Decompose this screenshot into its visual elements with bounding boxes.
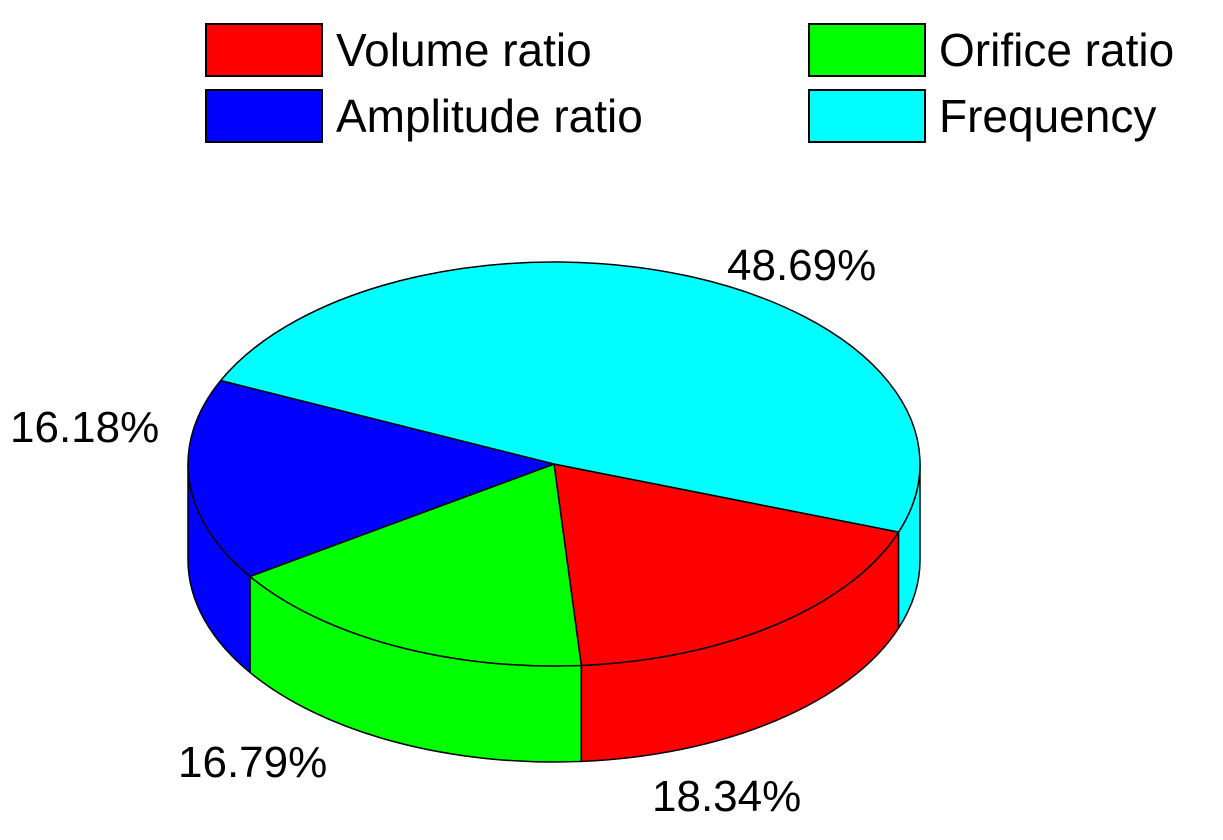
data-label-frequency: 48.69% (727, 241, 876, 290)
legend-label-volume-ratio: Volume ratio (336, 24, 592, 76)
pie-slice-volume-ratio (553, 463, 900, 667)
pie-slice-amplitude-ratio (187, 379, 555, 578)
legend-swatch-frequency (808, 89, 926, 143)
data-label-orifice-ratio: 16.79% (178, 738, 327, 787)
data-labels: 18.34% 16.79% 16.18% 48.69% (10, 241, 876, 821)
data-label-amplitude-ratio: 16.18% (10, 403, 159, 452)
data-label-volume-ratio: 18.34% (652, 772, 801, 821)
legend-swatch-volume-ratio (205, 23, 323, 77)
legend-label-orifice-ratio: Orifice ratio (939, 24, 1174, 76)
legend: Volume ratio Orifice ratio Amplitude rat… (205, 23, 1174, 143)
legend-item-frequency: Frequency (808, 89, 1156, 143)
legend-swatch-orifice-ratio (808, 23, 926, 77)
pie-top-faces (187, 261, 921, 667)
legend-label-amplitude-ratio: Amplitude ratio (336, 90, 643, 142)
legend-item-volume-ratio: Volume ratio (205, 23, 592, 77)
legend-swatch-amplitude-ratio (205, 89, 323, 143)
pie-side-walls (187, 463, 921, 763)
pie-slice-orifice-ratio (249, 463, 583, 667)
legend-item-amplitude-ratio: Amplitude ratio (205, 89, 643, 143)
pie-body (187, 261, 921, 763)
legend-label-frequency: Frequency (939, 90, 1156, 142)
legend-item-orifice-ratio: Orifice ratio (808, 23, 1174, 77)
pie-slice-frequency (219, 261, 921, 533)
